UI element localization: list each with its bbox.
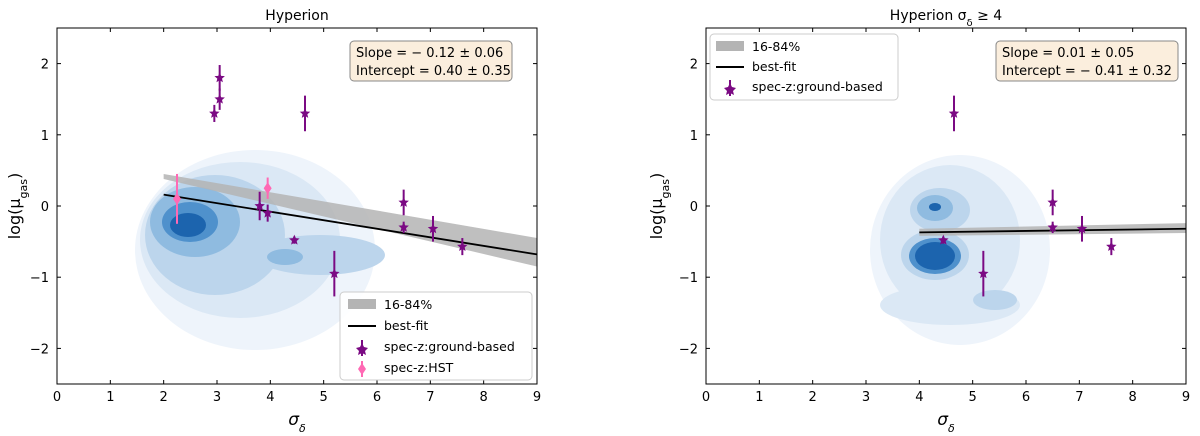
- data-point-ground: [329, 250, 340, 297]
- x-tick-label: 0: [702, 390, 710, 405]
- data-point-ground: [214, 88, 225, 110]
- data-point-hst: [173, 173, 181, 224]
- y-tick-label: 0: [690, 200, 698, 215]
- annotation-intercept-right: Intercept = − 0.41 ± 0.32: [1002, 64, 1172, 79]
- x-tick-label: 8: [480, 390, 488, 405]
- x-tick-label: 6: [1022, 390, 1030, 405]
- data-point-ground: [948, 95, 960, 132]
- data-point-ground: [254, 191, 265, 221]
- legend-entry: best-fit: [752, 59, 796, 74]
- annotation-intercept-left: Intercept = 0.40 ± 0.35: [356, 64, 511, 79]
- legend-star-swatch: [724, 80, 736, 96]
- legend-right: 16-84% best-fit spec-z:ground-based: [709, 33, 899, 101]
- fit-line: [163, 193, 537, 256]
- x-tick-label: 7: [426, 390, 434, 405]
- y-tick-label: 2: [41, 58, 49, 73]
- x-tick-label: 9: [1182, 390, 1190, 405]
- x-tick-label: 2: [160, 390, 168, 405]
- annotation-box-left: Slope = − 0.12 ± 0.06 Intercept = 0.40 ±…: [349, 40, 513, 82]
- data-point-ground: [262, 204, 273, 222]
- legend-band-swatch: [348, 299, 376, 309]
- legend-entry: best-fit: [384, 318, 428, 333]
- y-tick-label: −2: [30, 342, 49, 357]
- y-axis-label-left: log(μgas): [5, 173, 30, 240]
- data-point-ground: [299, 95, 311, 132]
- y-axis-label-right: log(μgas): [647, 173, 672, 240]
- x-tick-label: 3: [213, 390, 221, 405]
- x-tick-label: 4: [266, 390, 274, 405]
- x-axis-label-left: σδ: [288, 410, 306, 435]
- x-tick-label: 7: [1075, 390, 1083, 405]
- x-tick-label: 5: [320, 390, 328, 405]
- chart-title-right: Hyperion σδ ≥ 4: [890, 8, 1002, 29]
- x-tick-label: 9: [533, 390, 541, 405]
- kde-right: [870, 155, 1050, 345]
- legend-left: 16-84% best-fit spec-z:ground-based spec…: [339, 291, 533, 381]
- data-point-ground: [457, 238, 468, 256]
- data-point-ground: [1047, 189, 1058, 216]
- data-point-ground: [1076, 215, 1088, 242]
- data-point-ground: [427, 215, 439, 242]
- x-tick-label: 1: [106, 390, 114, 405]
- annotation-slope-left: Slope = − 0.12 ± 0.06: [356, 46, 503, 61]
- y-tick-label: −1: [30, 271, 49, 286]
- x-tick-label: 5: [969, 390, 977, 405]
- y-tick-label: 2: [690, 58, 698, 73]
- data-point-ground: [214, 65, 225, 91]
- data-point-ground: [398, 221, 409, 234]
- annotation-slope-right: Slope = 0.01 ± 0.05: [1002, 46, 1134, 61]
- x-tick-label: 3: [862, 390, 870, 405]
- y-tick-label: −2: [679, 342, 698, 357]
- legend-entry: spec-z:ground-based: [384, 339, 515, 354]
- data-point-ground: [938, 234, 949, 245]
- legend-diamond-swatch: [358, 361, 366, 377]
- y-tick-label: 0: [41, 200, 49, 215]
- legend-entry: 16-84%: [752, 39, 800, 54]
- data-point-ground: [289, 234, 300, 245]
- y-tick-label: 1: [690, 129, 698, 144]
- data-point-ground: [398, 189, 409, 216]
- data-point-ground: [209, 104, 220, 122]
- x-tick-label: 8: [1129, 390, 1137, 405]
- x-tick-label: 6: [373, 390, 381, 405]
- x-tick-label: 2: [809, 390, 817, 405]
- legend-band-swatch: [716, 41, 744, 51]
- chart-title-left: Hyperion: [265, 8, 328, 24]
- data-point-ground: [978, 250, 989, 297]
- legend-star-swatch: [356, 340, 368, 356]
- y-tick-label: −1: [679, 271, 698, 286]
- annotation-box-right: Slope = 0.01 ± 0.05 Intercept = − 0.41 ±…: [995, 40, 1179, 82]
- x-tick-label: 4: [915, 390, 923, 405]
- x-tick-label: 0: [53, 390, 61, 405]
- legend-entry: spec-z:ground-based: [752, 79, 883, 94]
- panel-right: 0 1 2 3 4 5 6 7 8 9 −2 −1 0 1 2 Hyperion σδ ≥ 4 σδ log…: [647, 8, 1190, 435]
- data-point-ground: [1047, 221, 1058, 234]
- data-point-ground: [1106, 238, 1117, 256]
- fit-band: [163, 173, 537, 267]
- data-point-hst: [263, 177, 272, 199]
- legend-entry: 16-84%: [384, 297, 432, 312]
- legend-entry: spec-z:HST: [384, 360, 454, 375]
- x-tick-label: 1: [755, 390, 763, 405]
- x-axis-label-right: σδ: [937, 410, 955, 435]
- y-tick-label: 1: [41, 129, 49, 144]
